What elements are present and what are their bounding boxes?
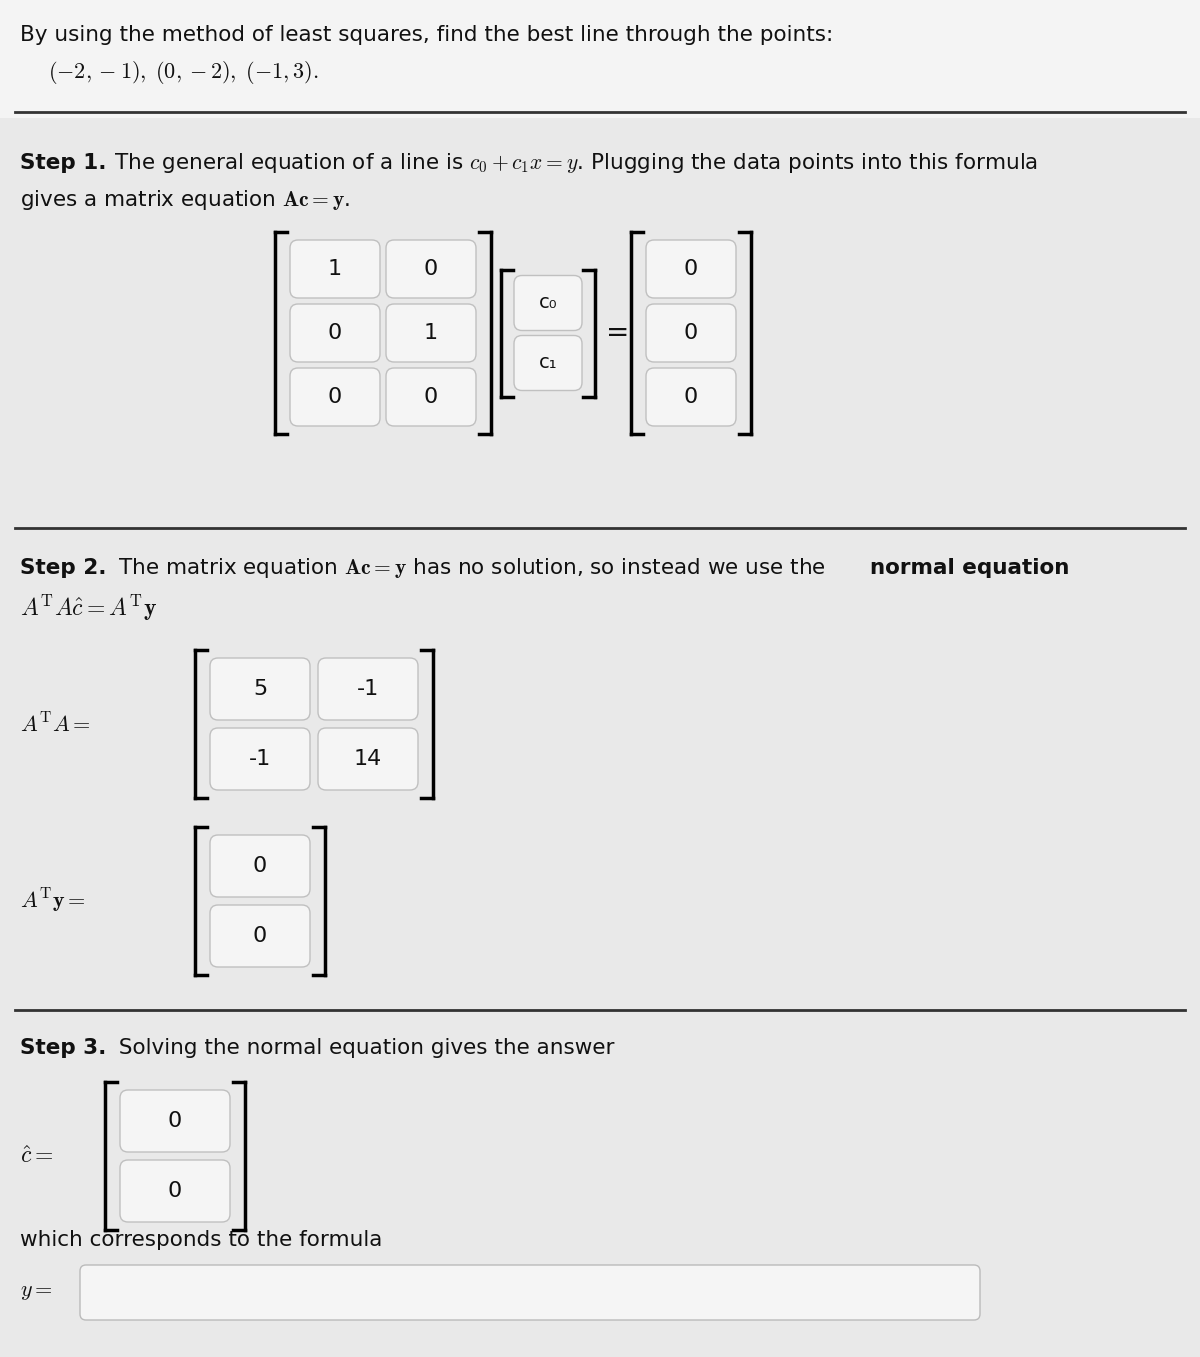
Text: -1: -1 (356, 678, 379, 699)
Text: Step 2.: Step 2. (20, 558, 107, 578)
Text: The matrix equation $\mathbf{Ac} = \mathbf{y}$ has no solution, so instead we us: The matrix equation $\mathbf{Ac} = \math… (112, 556, 827, 579)
Text: -1: -1 (248, 749, 271, 769)
Text: 0: 0 (168, 1181, 182, 1201)
FancyBboxPatch shape (290, 368, 380, 426)
Text: 1: 1 (328, 259, 342, 280)
FancyBboxPatch shape (80, 1265, 980, 1320)
Text: 14: 14 (354, 749, 382, 769)
Text: 0: 0 (328, 323, 342, 343)
Text: Step 3.: Step 3. (20, 1038, 107, 1058)
Text: 0: 0 (684, 323, 698, 343)
Text: 0: 0 (684, 387, 698, 407)
FancyBboxPatch shape (386, 240, 476, 299)
Text: which corresponds to the formula: which corresponds to the formula (20, 1229, 383, 1250)
FancyBboxPatch shape (386, 368, 476, 426)
FancyBboxPatch shape (210, 905, 310, 968)
Text: The general equation of a line is $c_0 + c_1 x = y$. Plugging the data points in: The general equation of a line is $c_0 +… (108, 151, 1038, 175)
Text: $A^\mathrm{T}A =$: $A^\mathrm{T}A =$ (20, 712, 91, 735)
FancyBboxPatch shape (514, 335, 582, 391)
FancyBboxPatch shape (120, 1090, 230, 1152)
Text: 0: 0 (168, 1111, 182, 1130)
Text: 0: 0 (684, 259, 698, 280)
Text: 0: 0 (328, 387, 342, 407)
Text: $A^\mathrm{T}A\hat{c} = A^\mathrm{T}\mathbf{y}$: $A^\mathrm{T}A\hat{c} = A^\mathrm{T}\mat… (20, 593, 157, 623)
FancyBboxPatch shape (514, 275, 582, 331)
FancyBboxPatch shape (290, 240, 380, 299)
Text: $\hat{c} =$: $\hat{c} =$ (20, 1144, 53, 1168)
FancyBboxPatch shape (318, 658, 418, 721)
FancyBboxPatch shape (290, 304, 380, 362)
Text: =: = (606, 319, 630, 347)
Text: 0: 0 (424, 387, 438, 407)
Text: $(-2,-1),\;(0,-2),\;(-1,3).$: $(-2,-1),\;(0,-2),\;(-1,3).$ (48, 58, 318, 85)
Text: 0: 0 (424, 259, 438, 280)
Text: 5: 5 (253, 678, 268, 699)
Text: gives a matrix equation $\mathbf{Ac} = \mathbf{y}$.: gives a matrix equation $\mathbf{Ac} = \… (20, 189, 350, 212)
FancyBboxPatch shape (210, 727, 310, 790)
Text: 0: 0 (253, 925, 268, 946)
FancyBboxPatch shape (120, 1160, 230, 1223)
Text: c₀: c₀ (539, 293, 557, 312)
FancyBboxPatch shape (646, 240, 736, 299)
Text: 0: 0 (253, 856, 268, 877)
FancyBboxPatch shape (210, 658, 310, 721)
FancyBboxPatch shape (0, 0, 1200, 118)
FancyBboxPatch shape (646, 368, 736, 426)
FancyBboxPatch shape (646, 304, 736, 362)
Text: Step 1.: Step 1. (20, 153, 107, 172)
Text: By using the method of least squares, find the best line through the points:: By using the method of least squares, fi… (20, 24, 833, 45)
Text: normal equation: normal equation (870, 558, 1069, 578)
Text: Solving the normal equation gives the answer: Solving the normal equation gives the an… (112, 1038, 614, 1058)
FancyBboxPatch shape (318, 727, 418, 790)
FancyBboxPatch shape (210, 835, 310, 897)
Text: 1: 1 (424, 323, 438, 343)
FancyBboxPatch shape (386, 304, 476, 362)
Text: $A^\mathrm{T}\mathbf{y} =$: $A^\mathrm{T}\mathbf{y} =$ (20, 887, 85, 915)
Text: $y =$: $y =$ (20, 1282, 53, 1303)
Text: c₁: c₁ (539, 354, 557, 373)
